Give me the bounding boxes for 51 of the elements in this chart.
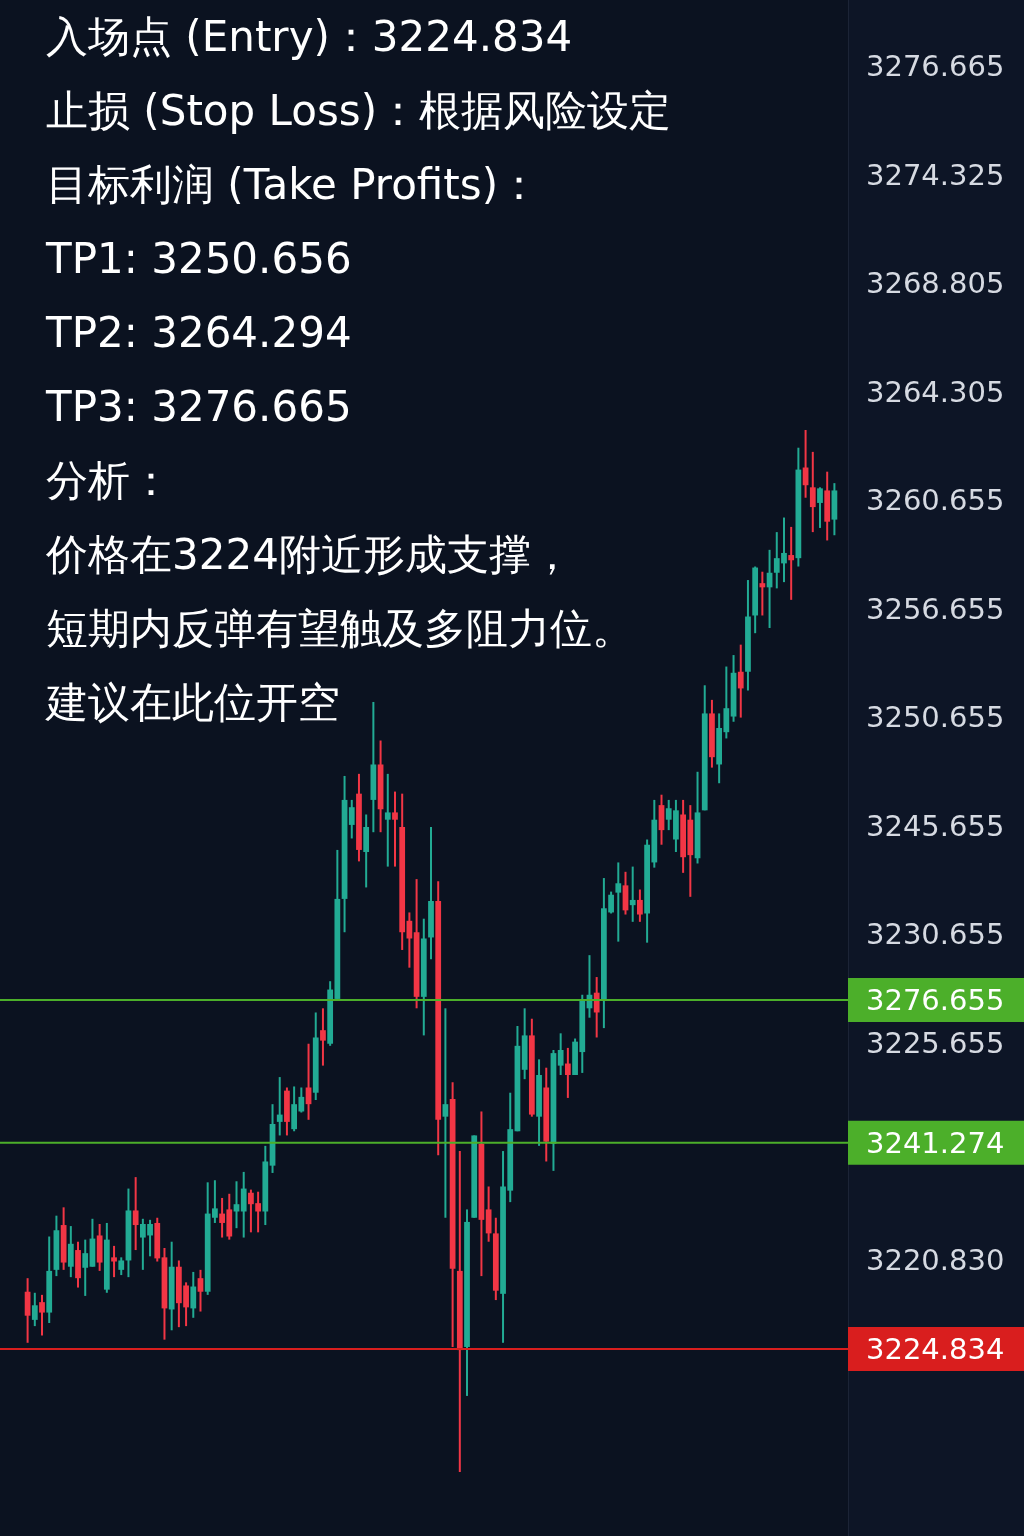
candlestick bbox=[557, 1032, 564, 1076]
chart-title: 入场点 (Entry)：3224.834 bbox=[46, 11, 574, 63]
candlestick bbox=[788, 525, 795, 601]
candlestick bbox=[637, 888, 643, 923]
text: 3241.274 bbox=[866, 1124, 1005, 1161]
candlestick bbox=[629, 865, 636, 923]
candlestick bbox=[564, 1046, 571, 1099]
candlestick bbox=[759, 570, 766, 617]
annotation: 价格在3224附近形成支撑， bbox=[46, 529, 574, 581]
text: 3220.830 bbox=[866, 1241, 1005, 1278]
candlestick bbox=[197, 1268, 204, 1313]
candlestick bbox=[485, 1185, 492, 1243]
candlestick bbox=[82, 1238, 89, 1297]
text: 3274.325 bbox=[866, 156, 1005, 193]
text: 3264.305 bbox=[866, 373, 1005, 410]
candlestick bbox=[132, 1176, 139, 1252]
candlestick bbox=[442, 1007, 449, 1219]
text: 3268.805 bbox=[866, 265, 1005, 301]
candlestick bbox=[392, 790, 398, 868]
text: TP1: 3250.656 bbox=[46, 233, 353, 285]
candlestick bbox=[809, 450, 816, 534]
candlestick bbox=[39, 1293, 45, 1337]
annotation: 短期内反弹有望触及多阻力位。 bbox=[46, 603, 635, 655]
candlestick bbox=[320, 1007, 326, 1067]
candlestick bbox=[233, 1180, 240, 1230]
text: 3276.655 bbox=[866, 981, 1005, 1018]
text: 目标利润 (Take Profits)： bbox=[46, 159, 541, 211]
candlestick bbox=[276, 1076, 283, 1137]
text: 3245.655 bbox=[866, 807, 1005, 844]
text: 3250.655 bbox=[866, 699, 1005, 735]
text: 3230.655 bbox=[866, 916, 1005, 952]
text: 3256.655 bbox=[866, 590, 1005, 627]
text: TP2: 3264.294 bbox=[46, 307, 353, 359]
candlestick bbox=[240, 1170, 247, 1239]
text: 3225.655 bbox=[866, 1024, 1005, 1061]
candlestick bbox=[31, 1291, 38, 1328]
text: 止损 (Stop Loss)：根据风险设定 bbox=[46, 85, 672, 137]
candlestick bbox=[348, 798, 355, 840]
candlestick bbox=[615, 861, 622, 943]
annotation: 建议在此位开空 bbox=[46, 677, 341, 729]
candlestick bbox=[111, 1244, 117, 1279]
candlestick bbox=[67, 1225, 74, 1279]
annotation: 分析： bbox=[46, 455, 173, 507]
candlestick bbox=[384, 772, 391, 868]
candlestick bbox=[190, 1270, 197, 1319]
candlestick bbox=[737, 643, 744, 719]
text: 3224.834 bbox=[866, 1331, 1005, 1368]
annotation: TP3: 3276.665 bbox=[46, 381, 353, 433]
text: 3260.655 bbox=[866, 482, 1005, 518]
candlestick bbox=[817, 486, 823, 529]
text: 3276.665 bbox=[866, 48, 1005, 84]
